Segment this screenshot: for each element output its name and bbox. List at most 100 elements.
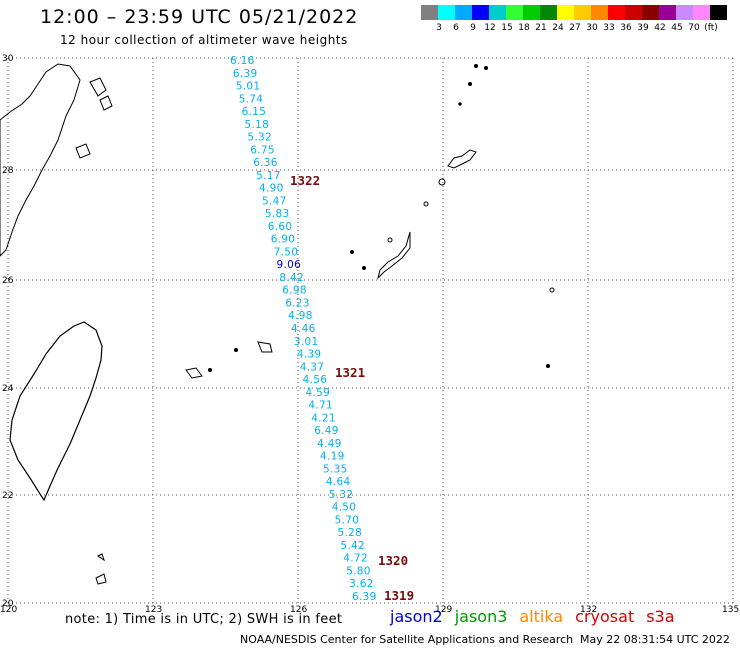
latitude-label: 30 xyxy=(2,54,14,64)
swh-value: 4.50 xyxy=(332,502,357,514)
swh-value: 6.75 xyxy=(250,144,275,156)
map-grid xyxy=(7,57,734,604)
swh-value: 6.39 xyxy=(352,591,377,603)
color-scale-tick: 15 xyxy=(501,23,513,33)
swh-value: 6.16 xyxy=(230,55,255,67)
color-scale-tick: 6 xyxy=(453,23,459,33)
swh-value: 3.01 xyxy=(294,336,319,348)
swh-value: 5.01 xyxy=(236,81,261,93)
color-swatch xyxy=(676,5,693,20)
color-scale-tick: 42 xyxy=(654,23,666,33)
swh-value: 5.70 xyxy=(335,514,360,526)
color-scale-tick: 3 xyxy=(436,23,442,33)
pass-number-label: 1319 xyxy=(384,588,414,603)
color-swatch xyxy=(540,5,557,20)
color-scale-tick: 27 xyxy=(569,23,581,33)
pass-number-label: 1320 xyxy=(378,553,408,568)
swh-value: 5.80 xyxy=(346,566,371,578)
latitude-label: 24 xyxy=(2,384,14,394)
swh-value: 5.32 xyxy=(247,132,272,144)
longitude-label: 123 xyxy=(145,605,162,615)
china-coast xyxy=(0,63,81,257)
color-swatch xyxy=(472,5,489,20)
legend-satellite-altika: altika xyxy=(519,607,564,626)
swh-value: 4.46 xyxy=(291,323,316,335)
swh-value: 9.06 xyxy=(277,259,302,271)
swh-value: 4.19 xyxy=(320,451,345,463)
color-scale-tick: 9 xyxy=(470,23,476,33)
color-swatch xyxy=(591,5,608,20)
page-subtitle: 12 hour collection of altimeter wave hei… xyxy=(60,33,348,47)
small-islands-south xyxy=(95,553,107,585)
color-scale-tick: 36 xyxy=(620,23,632,33)
legend-satellite-cryosat: cryosat xyxy=(575,607,635,626)
color-scale-tick: 45 xyxy=(671,23,683,33)
color-swatch xyxy=(710,5,727,20)
legend-satellite-s3a: s3a xyxy=(646,607,675,626)
color-scale-tick: 30 xyxy=(586,23,598,33)
swh-value: 5.42 xyxy=(340,540,365,552)
pass-labels: 1322 1321 1320 1319 xyxy=(290,173,414,603)
swh-value: 5.83 xyxy=(265,208,290,220)
swh-value: 4.71 xyxy=(308,400,333,412)
swh-value: 5.32 xyxy=(329,489,354,501)
swh-value: 6.36 xyxy=(253,157,278,169)
swh-value: 5.74 xyxy=(239,93,264,105)
color-scale-tick: 33 xyxy=(603,23,615,33)
swh-value: 7.50 xyxy=(274,246,299,258)
yaeyama-island xyxy=(185,367,203,379)
swh-value: 4.98 xyxy=(288,310,313,322)
swh-value: 3.62 xyxy=(349,578,374,590)
swh-value: 5.35 xyxy=(323,463,348,475)
color-swatch xyxy=(608,5,625,20)
swh-value: 5.47 xyxy=(262,195,287,207)
longitude-label: 135 xyxy=(722,605,739,615)
longitude-label: 129 xyxy=(435,605,452,615)
swh-track: 6.166.395.015.746.155.185.326.756.365.17… xyxy=(230,55,377,603)
longitude-label: 132 xyxy=(580,605,597,615)
color-swatch xyxy=(421,5,438,20)
color-swatch xyxy=(625,5,642,20)
generation-timestamp: May 22 08:31:54 UTC 2022 xyxy=(580,633,730,646)
swh-value: 8.42 xyxy=(279,272,304,284)
swh-value: 4.37 xyxy=(300,361,325,373)
coastline-land xyxy=(0,63,555,585)
color-swatch xyxy=(659,5,676,20)
color-scale-tick: 21 xyxy=(535,23,547,33)
swh-value: 4.90 xyxy=(259,183,284,195)
swh-value: 6.90 xyxy=(271,234,296,246)
color-scale-tick: 12 xyxy=(484,23,496,33)
footer-note: note: 1) Time is in UTC; 2) SWH is in fe… xyxy=(65,612,343,627)
color-scale-tick: 39 xyxy=(637,23,649,33)
color-scale-tick: 70 xyxy=(688,23,700,33)
latitude-label: 22 xyxy=(2,491,13,501)
swh-value: 5.28 xyxy=(338,527,363,539)
longitude-label: 126 xyxy=(290,605,307,615)
longitude-label: 120 xyxy=(0,605,17,615)
swh-value: 4.56 xyxy=(303,374,328,386)
swh-value: 4.64 xyxy=(326,476,351,488)
page-title: 12:00 – 23:59 UTC 05/21/2022 xyxy=(40,6,359,28)
swh-value: 6.49 xyxy=(314,425,339,437)
swh-value: 4.72 xyxy=(343,553,368,565)
pass-number-label: 1321 xyxy=(335,365,365,380)
color-swatch xyxy=(489,5,506,20)
color-swatch xyxy=(455,5,472,20)
swh-value: 6.98 xyxy=(282,285,307,297)
swh-value: 6.15 xyxy=(242,106,267,118)
taiwan-island xyxy=(9,321,103,502)
color-swatch xyxy=(557,5,574,20)
swh-value: 6.39 xyxy=(233,68,258,80)
latitude-label: 26 xyxy=(2,276,14,286)
swh-value: 6.23 xyxy=(285,298,310,310)
color-scale-tick: (ft) xyxy=(704,23,718,33)
color-swatch xyxy=(438,5,455,20)
color-swatch xyxy=(523,5,540,20)
china-coast-islands xyxy=(75,77,113,159)
color-swatch xyxy=(693,5,710,20)
swh-value: 4.39 xyxy=(297,349,322,361)
legend-satellite-jason2: jason2 xyxy=(390,607,443,626)
credit-line: NOAA/NESDIS Center for Satellite Applica… xyxy=(240,633,574,646)
swh-value: 4.49 xyxy=(317,438,342,450)
